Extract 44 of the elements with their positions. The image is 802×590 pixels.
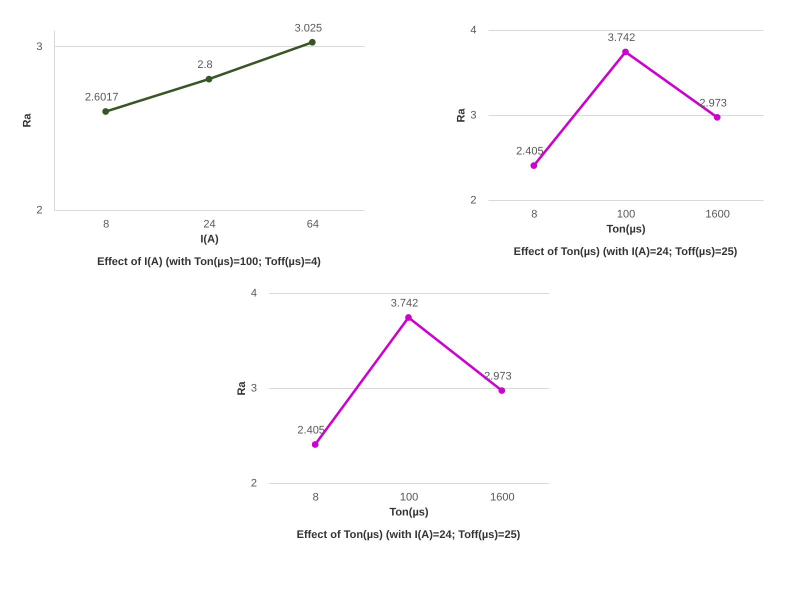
data-label: 2.973 [484, 370, 512, 383]
point [308, 38, 316, 46]
y-axis-title: Ra [21, 112, 34, 128]
point [622, 48, 629, 56]
data-label: 2.8 [197, 59, 213, 72]
x-tick-label: 8 [312, 492, 319, 504]
x-tick-label: 8 [531, 208, 538, 220]
y-tick-label: 4 [470, 24, 476, 36]
data-label: 3.025 [294, 22, 322, 34]
point [405, 314, 412, 321]
y-tick-label: 2 [470, 194, 476, 206]
x-tick-label: 100 [616, 208, 636, 220]
y-tick-label: 2 [250, 478, 257, 490]
y-tick-label: 4 [250, 288, 257, 300]
x-axis-title: Ton(µs) [606, 224, 646, 236]
data-label: 2.6017 [84, 92, 118, 104]
text: Effect of Ton(µs) (with I(A)=24; Toff(µs)=25) [514, 246, 738, 258]
data-label: 2.405 [297, 424, 325, 437]
text: Effect of Ton(µs) (with I(A)=24; Toff(µs)=25) [296, 529, 521, 541]
y-tick-label: 3 [470, 110, 476, 122]
point [102, 108, 110, 115]
x-tick-label: 1600 [705, 208, 730, 220]
data-label: 3.742 [390, 298, 418, 310]
point [714, 114, 721, 121]
point [498, 387, 506, 394]
x-axis-title: Ton(µs) [389, 506, 429, 518]
y-tick-label: 2 [36, 204, 42, 216]
point [530, 162, 538, 169]
x-tick-label: 100 [400, 492, 418, 504]
data-label: 3.742 [608, 32, 636, 44]
text: Effect of I(A) (with Ton(µs)=100; Toff(µs)=4) [97, 256, 322, 268]
x-tick-label: 24 [203, 218, 216, 230]
x-tick-label: 1600 [490, 492, 515, 504]
x-tick-label: 8 [103, 218, 110, 230]
point [312, 441, 319, 448]
data-label: 2.973 [699, 97, 727, 110]
y-tick-label: 3 [250, 382, 257, 394]
data-label: 2.405 [516, 146, 544, 158]
point [206, 76, 212, 82]
y-axis-title: Ra [455, 108, 468, 123]
x-axis-title: I(A) [200, 234, 219, 246]
x-tick-label: 64 [306, 218, 319, 230]
y-axis-title: Ra [236, 380, 248, 396]
y-tick-label: 3 [36, 40, 42, 53]
